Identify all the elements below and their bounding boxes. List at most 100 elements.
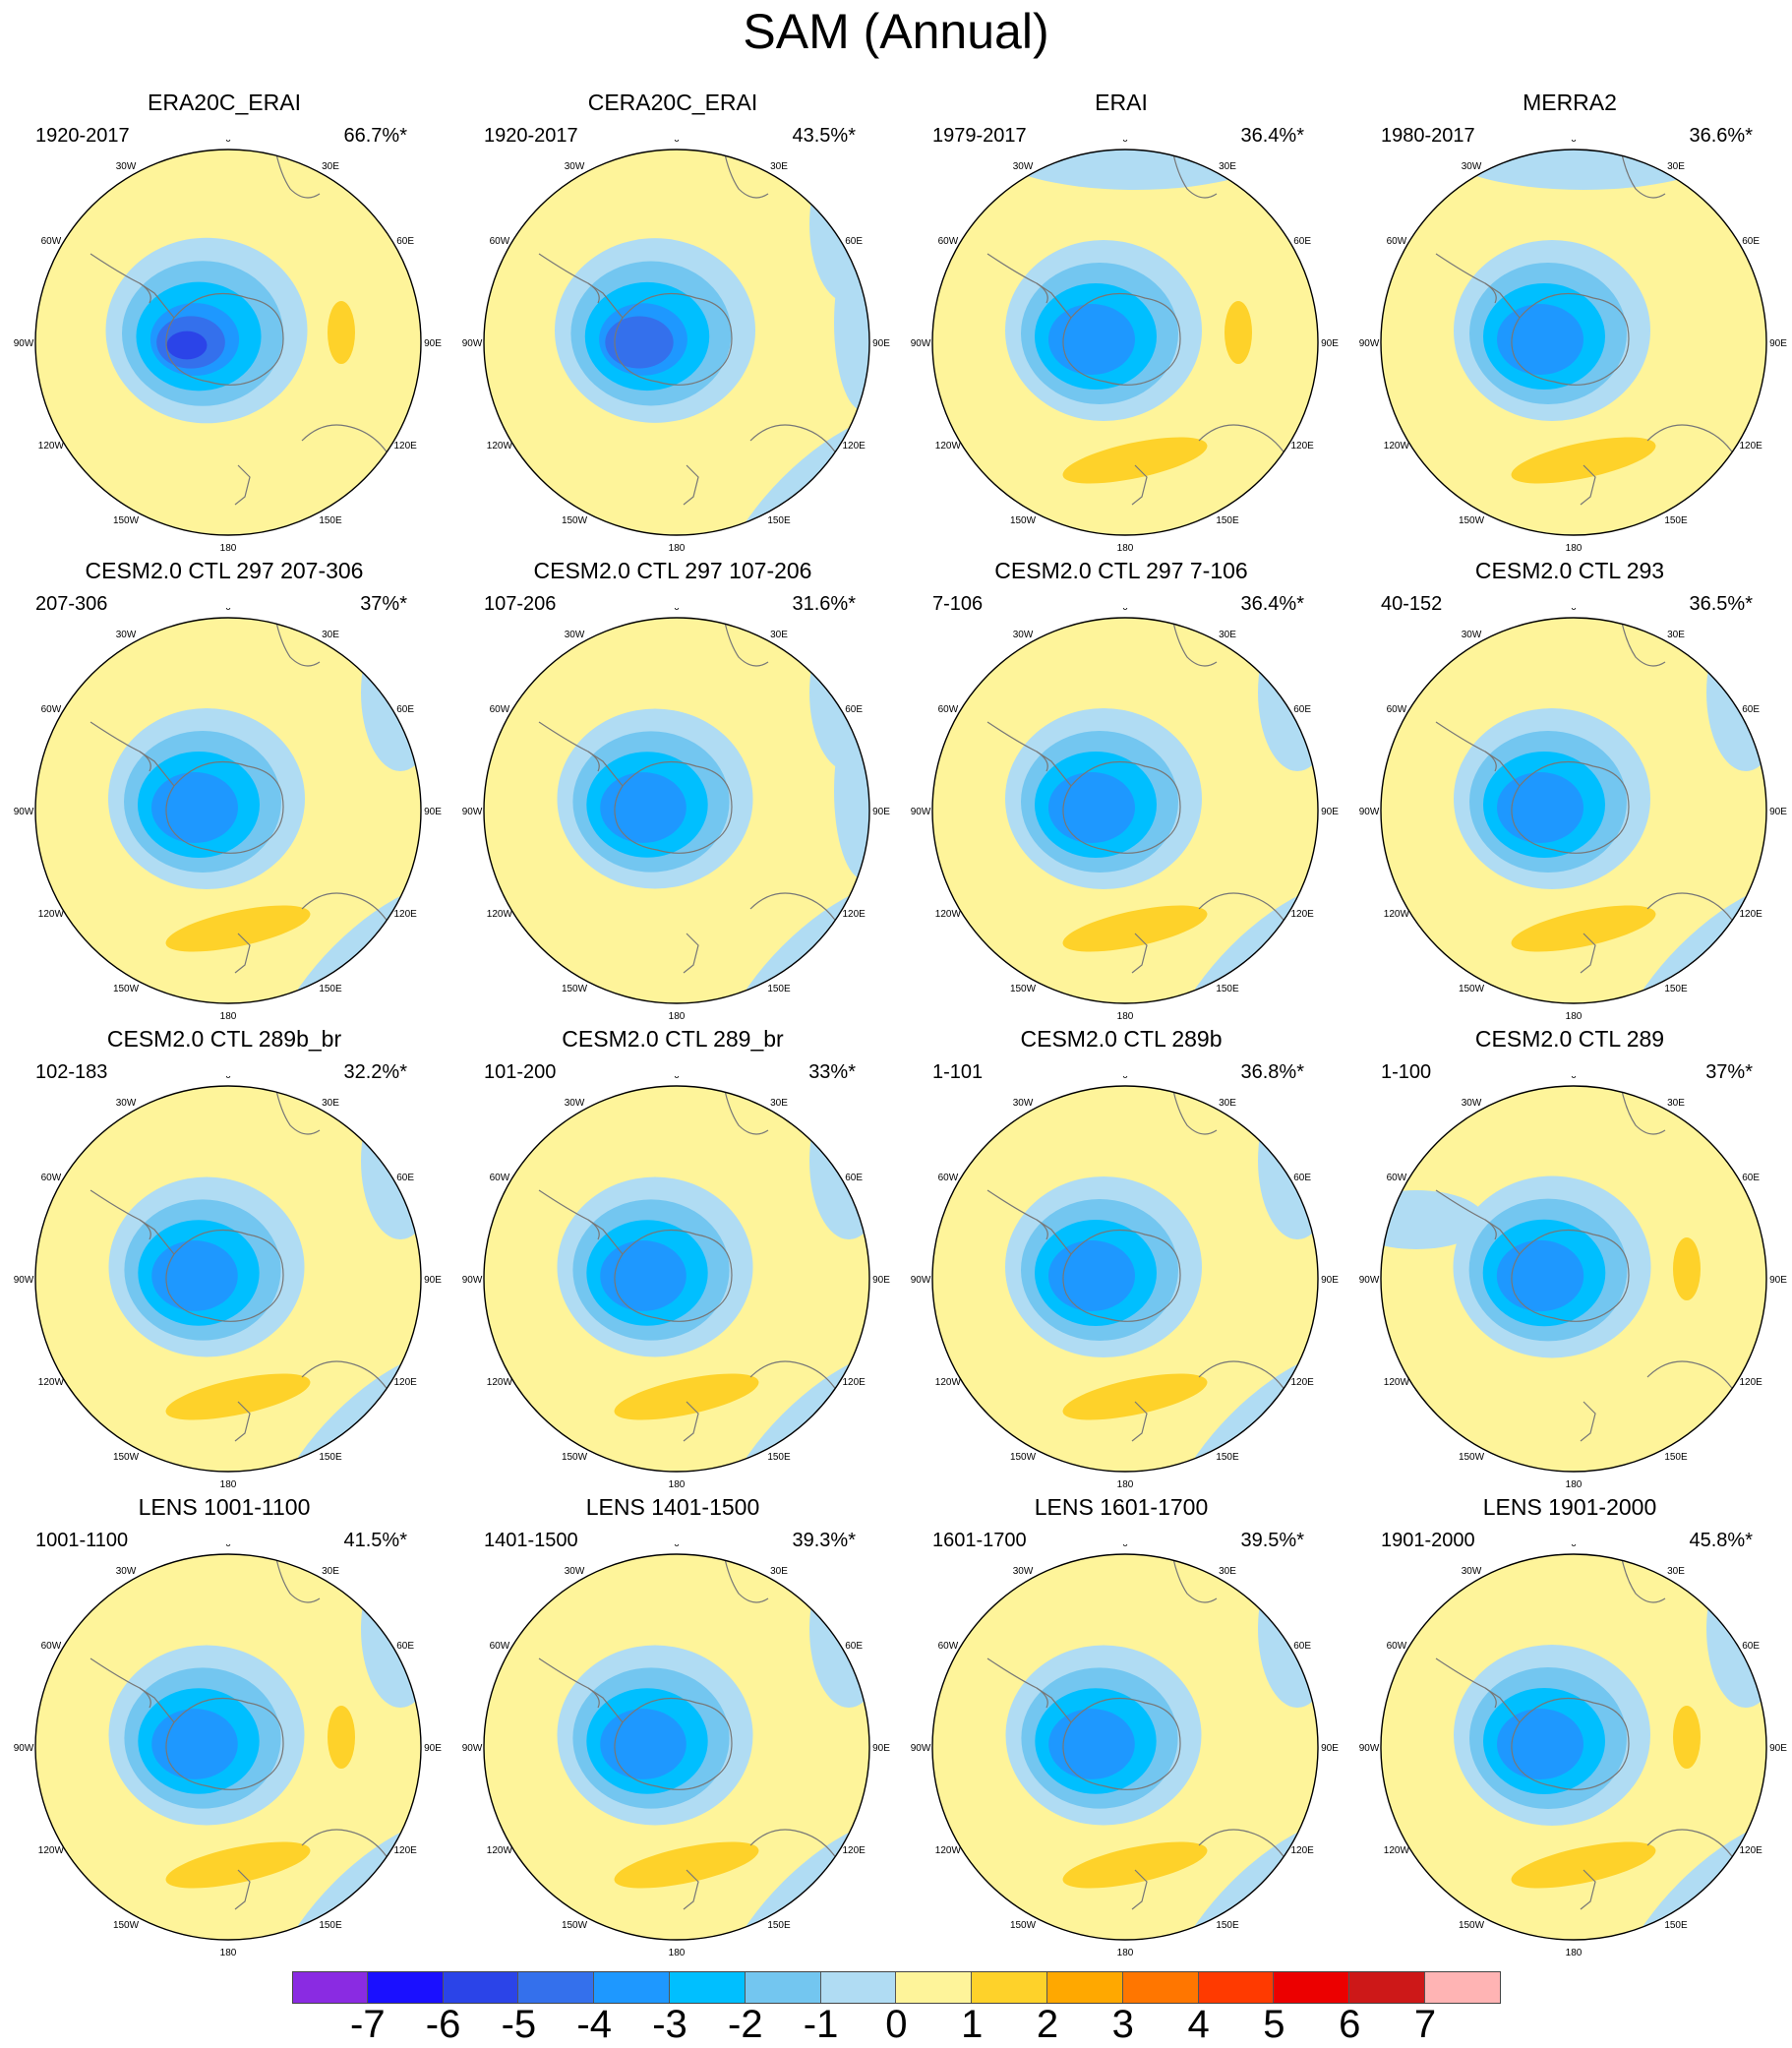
longitude-label: 60E: [845, 704, 863, 715]
longitude-label: 90E: [1321, 1275, 1339, 1286]
coastline: [749, 1829, 855, 1876]
longitude-label: 60W: [1387, 236, 1407, 247]
longitude-label: 90E: [1321, 338, 1339, 349]
map-panel: CESM2.0 CTL 289 1-100 37%* 0 30E 60E 90E 120E 15…: [1345, 1025, 1792, 1487]
longitude-label: 120W: [935, 441, 962, 452]
longitude-label: 90E: [872, 1743, 890, 1754]
coastline: [301, 424, 406, 471]
panel-variance: 37%*: [1705, 1061, 1753, 1083]
panel-variance: 43.5%*: [792, 125, 857, 147]
weak-negative-region: [361, 618, 421, 771]
map-frame: [483, 1553, 870, 1941]
panel-period: 1980-2017: [1381, 125, 1475, 147]
coastline: [538, 1657, 600, 1709]
panel-variance: 66.7%*: [343, 125, 408, 147]
coastline: [234, 1401, 251, 1442]
longitude-label: 150E: [1664, 984, 1688, 994]
longitude-label: 180: [220, 1479, 237, 1487]
longitude-label: 90W: [14, 807, 34, 817]
longitude-label: 30W: [116, 630, 137, 640]
coastline: [1580, 1401, 1596, 1442]
coastline: [165, 760, 284, 854]
panel-title: ERAI: [1095, 90, 1148, 115]
longitude-label: 120E: [842, 1845, 866, 1856]
longitude-label: 60E: [396, 704, 414, 715]
longitude-label: 120E: [393, 441, 417, 452]
map-panel: CESM2.0 CTL 293 40-152 36.5%* 0 30E 60E 90E 120…: [1345, 557, 1792, 1019]
longitude-label: 90W: [911, 1275, 931, 1286]
polar-map: 0 30E 60E 90E 120E 150E 180 150W 120W 90W 60W 30W: [1359, 1076, 1788, 1487]
coastline: [90, 1657, 151, 1709]
coastline: [1062, 760, 1181, 854]
longitude-label: 60W: [938, 1173, 959, 1183]
map-frame: [1380, 1085, 1767, 1473]
longitude-label: 60W: [490, 1173, 510, 1183]
coastline: [90, 721, 151, 772]
polar-map: 0 30E 60E 90E 120E 150E 180 150W 120W 90W 60W 30W: [911, 140, 1340, 551]
coastline: [1131, 933, 1148, 974]
panel-variance: 41.5%*: [343, 1530, 408, 1551]
coastline: [1171, 1554, 1218, 1603]
panel-variance: 36.4%*: [1240, 593, 1305, 615]
longitude-label: 30W: [1013, 161, 1034, 172]
longitude-label: 150E: [1664, 1920, 1688, 1931]
polar-map: 0 30E 60E 90E 120E 150E 180 150W 120W 90W 60W 30W: [462, 1544, 891, 1956]
longitude-label: 0: [225, 1544, 231, 1549]
longitude-label: 60W: [1387, 704, 1407, 715]
longitude-label: 30E: [322, 1098, 339, 1109]
negative-contour-level: [1497, 772, 1583, 843]
longitude-label: 150W: [113, 984, 140, 994]
longitude-label: 120W: [487, 1377, 513, 1388]
panel-title: CESM2.0 CTL 297 7-106: [994, 558, 1248, 583]
coastline: [538, 1189, 600, 1240]
longitude-label: 60E: [1742, 1641, 1760, 1652]
longitude-label: 90E: [1321, 1743, 1339, 1754]
longitude-label: 60E: [396, 1173, 414, 1183]
longitude-label: 120W: [1384, 1377, 1410, 1388]
positive-anomaly-lobe: [328, 1706, 355, 1769]
map-frame: [34, 1085, 422, 1473]
positive-anomaly-lobe: [328, 301, 355, 364]
longitude-label: 150E: [1216, 515, 1239, 526]
coastline: [723, 1086, 769, 1135]
longitude-label: 180: [1566, 1948, 1583, 1956]
longitude-label: 120E: [1290, 909, 1314, 920]
coastline: [683, 933, 699, 974]
map-frame: [931, 149, 1319, 536]
polar-map: 0 30E 60E 90E 120E 150E 180 150W 120W 90W 60W 30W: [1359, 608, 1788, 1019]
longitude-label: 180: [220, 543, 237, 551]
longitude-label: 120E: [1739, 1845, 1762, 1856]
coastline: [1620, 618, 1666, 667]
longitude-label: 120W: [1384, 1845, 1410, 1856]
coastline: [614, 1697, 733, 1790]
longitude-label: 0: [674, 608, 680, 613]
map-frame: [34, 1553, 422, 1941]
panel-period: 1-100: [1381, 1061, 1432, 1083]
longitude-label: 60E: [1293, 704, 1311, 715]
coastline: [1435, 1657, 1497, 1709]
longitude-label: 150E: [767, 1920, 791, 1931]
weak-negative-region: [1706, 618, 1766, 771]
longitude-label: 30W: [1462, 1566, 1482, 1577]
coastline: [1646, 424, 1752, 471]
coastline: [165, 1697, 284, 1790]
coastline: [301, 892, 406, 939]
panel-variance: 32.2%*: [343, 1061, 408, 1083]
coastline: [683, 1869, 699, 1910]
weak-negative-region: [834, 234, 869, 411]
panel-title: LENS 1401-1500: [585, 1494, 760, 1520]
map-panel: CESM2.0 CTL 289b 1-101 36.8%* 0 30E 60E 90E 120…: [897, 1025, 1345, 1487]
coastline: [1435, 721, 1497, 772]
longitude-label: 180: [1566, 1011, 1583, 1019]
map-panel: LENS 1601-1700 1601-1700 39.5%* 0 30E 60E 90E 1…: [897, 1493, 1345, 1956]
positive-anomaly-lobe: [1511, 905, 1656, 952]
coastline: [1580, 933, 1596, 974]
panel-variance: 39.5%*: [1240, 1530, 1305, 1551]
longitude-label: 30E: [1219, 161, 1236, 172]
negative-contour-level: [151, 772, 238, 843]
longitude-label: 30E: [770, 1098, 788, 1109]
coastline: [986, 253, 1048, 304]
panel-title: CESM2.0 CTL 289b_br: [106, 1026, 342, 1052]
longitude-label: 120W: [487, 441, 513, 452]
longitude-label: 30W: [1462, 1098, 1482, 1109]
